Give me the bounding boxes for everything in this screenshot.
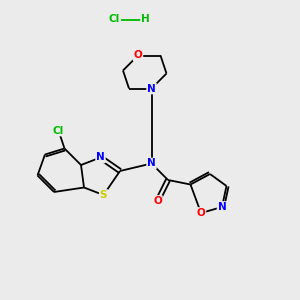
Text: S: S xyxy=(100,190,107,200)
Text: N: N xyxy=(147,83,156,94)
Text: N: N xyxy=(147,158,156,169)
Text: Cl: Cl xyxy=(53,125,64,136)
Text: H: H xyxy=(141,14,150,25)
Text: O: O xyxy=(196,208,206,218)
Text: Cl: Cl xyxy=(108,14,120,25)
Text: O: O xyxy=(134,50,142,61)
Text: N: N xyxy=(96,152,105,163)
Text: O: O xyxy=(153,196,162,206)
Text: N: N xyxy=(218,202,226,212)
